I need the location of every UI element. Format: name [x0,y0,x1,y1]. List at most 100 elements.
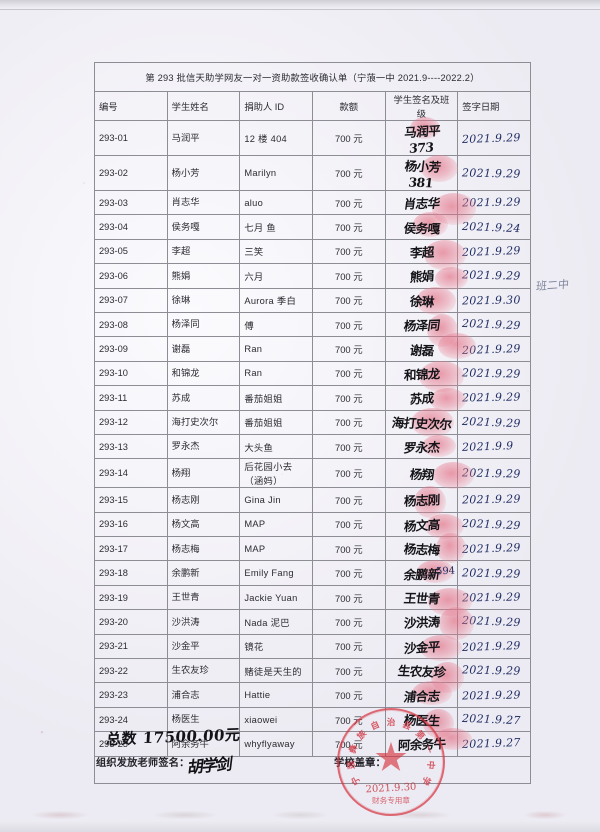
amount-text: 700 元 [334,714,363,726]
cell-student-id: 293-21 [94,633,168,660]
amount-text: 700 元 [334,441,363,453]
table-row: 293-10 和锦龙 Ran 700 元和锦龙 2021.9.29 [94,360,531,392]
handwritten-date: 2021.9.29 [462,516,522,532]
cell-student-name: 沙金平 [166,633,241,660]
cell-student-name: 肖志华 [166,189,241,216]
table-row: 293-11 苏成 番茄姐姐 700 元苏成 2021.9.29 [94,385,531,413]
cell-student-signature: 沙金平 [384,633,462,661]
cell-amount: 700 元 [311,238,386,265]
student-name-text: 杨小芳 [171,167,200,178]
cell-donor-id: 12 楼 404 [239,120,313,156]
cell-student-name: 杨翔 [166,458,241,489]
cell-donor-id: Emily Fang [239,560,313,586]
cell-sign-date: 2021.9.29 [457,385,531,411]
cell-student-signature: 熊娟 [384,263,468,291]
handwritten-signature: 李超 [409,244,434,261]
school-red-seal: 宁蒗彝族自治县第一中学 2021.9.30 财务专用章 [337,708,445,816]
amount-text: 700 元 [334,319,363,331]
student-name-text: 肖志华 [171,197,200,208]
cell-student-id: 293-17 [94,536,168,562]
cell-donor-id: 后花园小去（涵妈） [239,458,313,489]
student-name-text: 徐琳 [171,295,191,305]
table-row: 293-09 谢磊 Ran 700 元谢磊 2021.9.29 [94,333,531,362]
table-row: 293-16 杨文高 MAP 700 元杨文高 2021.9.29 [94,511,531,539]
cell-student-name: 杨医生 [166,706,241,733]
cell-student-name: 侯务嘎 [166,214,241,240]
cell-student-signature: 肖志华 [384,189,476,225]
student-name-text: 熊娟 [171,270,191,281]
cell-donor-id: Aurora 季白 [239,287,313,313]
handwritten-signature: 谢磊 [408,342,435,358]
handwritten-signature: 浦合志 [402,688,441,705]
cell-sign-date: 2021.9.29 [457,409,531,435]
handwritten-date: 2021.9.27 [462,736,522,752]
handwritten-date: 2021.9.29 [462,165,522,181]
student-name-text: 杨翔 [171,468,191,479]
handwritten-signature: 杨志梅 [402,541,441,558]
cell-student-name: 马润平 [166,120,241,156]
handwritten-date: 2021.9.29 [462,541,522,557]
column-header-amount: 款额 [311,91,386,121]
cell-donor-id: 镜花 [239,633,313,660]
table-row: 293-14 杨翔 后花园小去（涵妈） 700 元杨翔 2021.9.29 [94,458,531,490]
table-row: 293-06 熊娟 六月 700 元熊娟 2021.9.29 [94,263,531,291]
cell-amount: 700 元 [311,433,386,460]
column-header-date: 签字日期 [457,91,531,121]
cell-sign-date: 2021.9.29 [457,155,531,191]
cell-sign-date: 2021.9.29 [457,487,531,513]
student-name-text: 杨医生 [171,714,200,725]
handwritten-date: 2021.9.29 [462,130,522,146]
cell-student-name: 杨志梅 [166,536,241,562]
handwritten-signature: 王世青 [402,590,441,607]
cell-student-name: 王世青 [166,584,241,611]
cell-student-id: 293-10 [94,360,168,387]
table-row: 293-05 李超 三笑 700 元李超 2021.9.29 [94,238,531,270]
amount-text: 700 元 [334,665,363,677]
amount-text: 700 元 [334,494,363,506]
header-row: 编号 学生姓名 捐助人 ID 款额 学生签名及班级 签字日期 [94,91,531,121]
cell-amount: 700 元 [311,658,386,684]
cell-student-id: 293-18 [94,560,168,586]
handwritten-signature: 徐琳 [408,293,435,310]
handwritten-date: 2021.9.29 [462,341,522,357]
cell-student-signature: 杨小芳 381 [384,155,459,191]
cell-student-id: 293-09 [94,336,168,362]
handwritten-signature: 马润平 373 [403,122,441,156]
cell-amount: 700 元 [311,458,386,489]
student-name-text: 李超 [171,246,191,257]
amount-text: 700 元 [334,392,363,404]
amount-text: 700 元 [334,641,363,653]
seal-arc-text: 宁蒗彝族自治县第一中学 [345,717,437,787]
student-name-text: 杨志刚 [171,494,200,505]
cell-donor-id: 六月 [239,263,313,289]
cell-sign-date: 2021.9.29 [457,263,531,289]
cell-sign-date: 2021.9.29 [457,633,531,660]
cell-sign-date: 2021.9.29 [457,511,531,538]
handwritten-signature: 苏成 [409,390,434,408]
cell-student-id: 293-04 [94,214,168,240]
handwritten-signature: 海打史次尔 [390,414,452,432]
column-header-signature: 学生签名及班级 [384,91,459,121]
student-name-text: 杨泽同 [171,319,200,330]
cell-donor-id: xiaowei [239,706,313,733]
cell-donor-id: 赌徒是天生的 [239,658,313,684]
cell-student-id: 293-01 [94,120,168,156]
cell-sign-date: 2021.9.29 [457,682,531,708]
cell-student-name: 沙洪涛 [166,609,241,635]
cell-student-signature: 余鹏新 594 [384,560,459,586]
cell-student-name: 和锦龙 [166,360,241,387]
cell-student-id: 293-25 [94,731,168,757]
student-name-text: 罗永杰 [171,441,200,452]
cell-sign-date: 2021.9.29 [457,609,531,635]
handwritten-date: 2021.9.29 [462,195,522,210]
student-name-text: 沙金平 [171,641,200,652]
student-name-text: 浦合志 [171,689,200,700]
cell-donor-id: Nada 泥巴 [239,609,313,635]
handwritten-date: 2021.9.29 [462,414,522,430]
cell-student-name: 谢磊 [166,336,241,362]
table-row: 293-12 海打史次尔 番茄姐姐 700 元海打史次尔 2021.9.29 [94,407,531,437]
cell-donor-id: Marilyn [239,155,313,191]
cell-student-id: 293-03 [94,189,168,216]
amount-text: 700 元 [334,295,363,307]
